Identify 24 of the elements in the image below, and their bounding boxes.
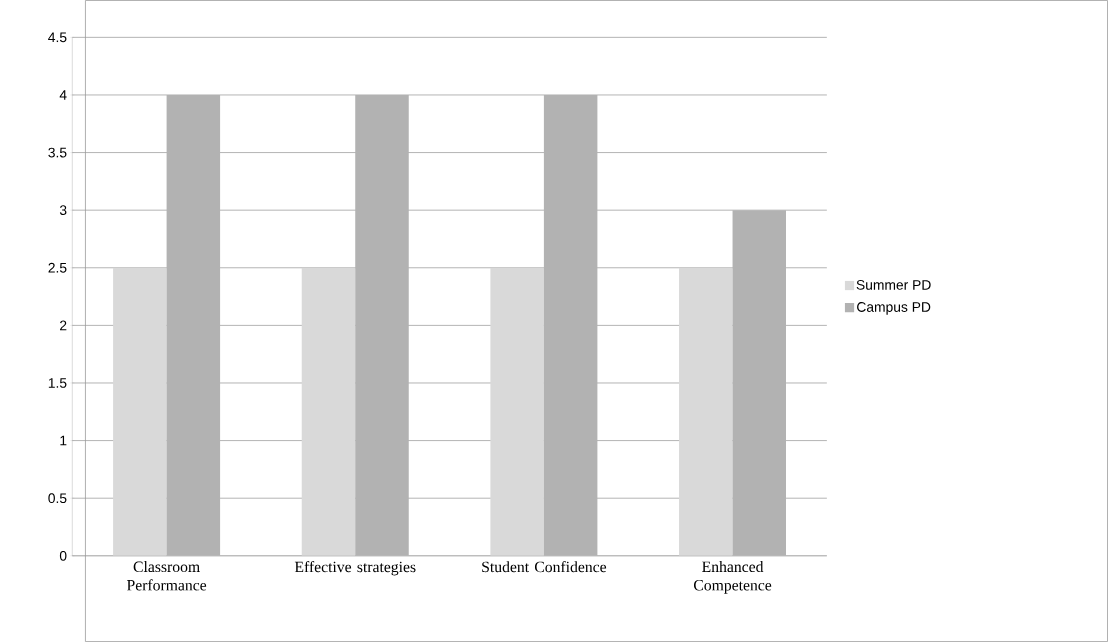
y-tick-label: 4.5 xyxy=(48,32,67,43)
y-tick-label: 1 xyxy=(60,435,67,446)
legend-label: Campus PD xyxy=(857,302,931,315)
bar xyxy=(166,94,221,556)
bar xyxy=(490,267,544,556)
y-tick-label: 4 xyxy=(59,90,67,100)
legend-label: Summer PD xyxy=(856,279,931,290)
y-tick-label: 0 xyxy=(59,550,67,561)
y-tick-label: 3.5 xyxy=(48,147,67,158)
bar xyxy=(113,267,167,556)
x-tick-label: Classroom Performance xyxy=(126,561,207,591)
x-tick-label: Enhanced Competence xyxy=(693,561,772,594)
y-tick-label: 1.5 xyxy=(48,378,67,388)
bar xyxy=(679,267,733,556)
y-tick-label: 0.5 xyxy=(48,493,67,504)
bar xyxy=(543,94,598,556)
y-tick-label: 2 xyxy=(60,320,67,331)
y-tick-label: 3 xyxy=(59,205,67,216)
bar xyxy=(732,210,787,556)
bar xyxy=(301,267,356,556)
x-tick-label: Effective strategies xyxy=(294,561,416,576)
x-tick-label: Student Confidence xyxy=(482,561,607,573)
y-tick-label: 2.5 xyxy=(48,262,67,273)
bar xyxy=(355,94,409,556)
